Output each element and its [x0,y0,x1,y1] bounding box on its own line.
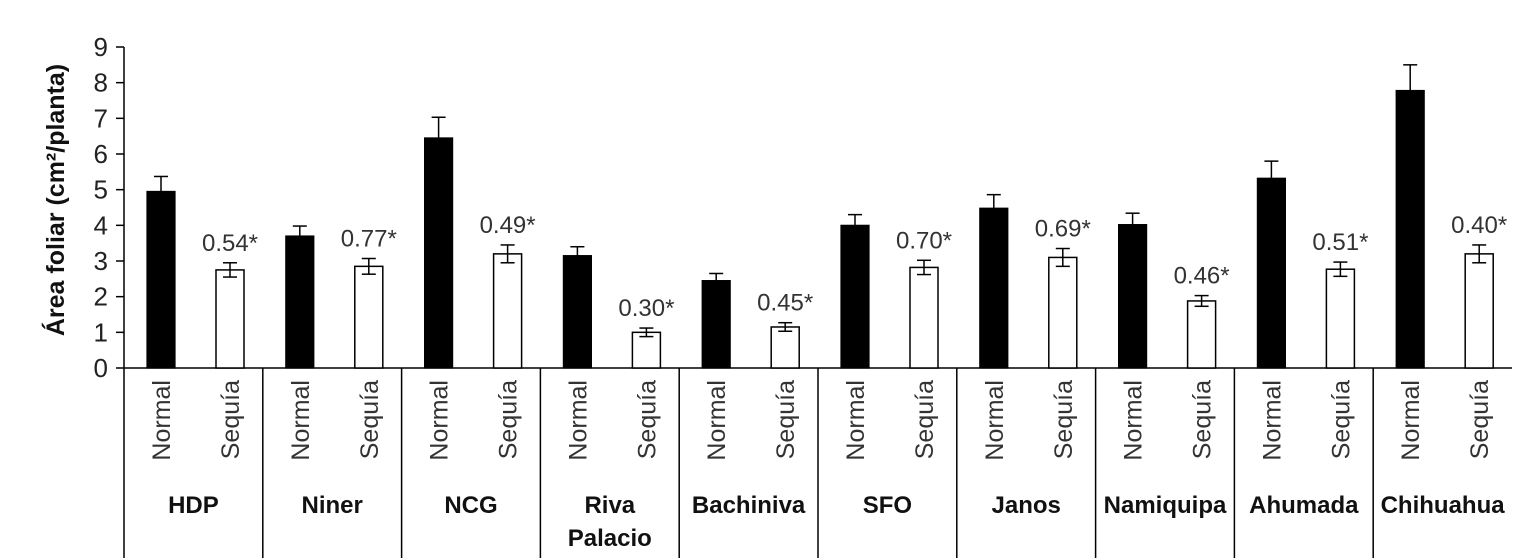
group-label: SFO [863,492,912,519]
y-tick-label: 5 [94,175,108,205]
group-label: Riva [584,492,635,519]
bar-sequia [909,266,939,369]
bar-sequia [492,253,523,369]
condition-label-sequia: Sequía [356,380,384,459]
bar-normal [701,280,731,369]
bar-normal [1395,89,1425,369]
condition-label-normal: Normal [1258,380,1286,461]
condition-label-sequia: Sequía [1050,380,1078,459]
y-tick-label: 9 [94,32,108,62]
bar-normal [979,207,1009,369]
bar-normal [840,224,870,369]
condition-label-sequia: Sequía [1189,380,1217,459]
group-label: Ahumada [1249,492,1359,519]
condition-label-normal: Normal [703,380,731,461]
y-axis-label: Área foliar (cm²/planta) [41,64,70,336]
condition-label-normal: Normal [287,380,315,461]
group-label: Chihuahua [1381,492,1506,519]
condition-label-normal: Normal [426,380,454,461]
data-label: 0.46* [1174,263,1230,290]
bar-sequia [1186,300,1217,369]
condition-label-normal: Normal [1397,380,1425,461]
bar-sequia [770,326,800,369]
group-label: Bachiniva [692,492,806,519]
condition-label-sequia: Sequía [1327,380,1355,459]
condition-label-sequia: Sequía [911,380,939,459]
condition-label-normal: Normal [981,380,1009,461]
data-label: 0.51* [1312,229,1368,256]
y-tick-label: 0 [94,353,108,383]
bar-sequia [215,269,245,369]
condition-label-sequia: Sequía [633,380,661,459]
data-label: 0.77* [341,226,397,253]
y-tick-label: 3 [94,246,108,276]
y-tick-label: 8 [94,68,108,98]
data-label: 0.54* [202,230,258,257]
data-label: 0.45* [757,290,813,317]
group-label: Niner [302,492,363,519]
condition-label-sequia: Sequía [772,380,800,459]
bar-normal [562,255,593,369]
x-axis: Normal Sequía HDP Normal Sequía Niner Normal Se… [148,368,1505,558]
group-label: Palacio [568,525,652,552]
data-label: 0.49* [480,212,536,239]
y-tick-label: 7 [94,103,108,133]
bar-normal [424,137,454,369]
condition-label-normal: Normal [148,380,176,461]
bar-sequia [1325,268,1356,369]
group-label: Namiquipa [1104,492,1227,519]
data-label: 0.69* [1035,216,1091,243]
bar-normal [146,190,176,369]
condition-label-normal: Normal [564,380,592,461]
condition-label-normal: Normal [1120,380,1148,461]
data-label: 0.40* [1451,212,1507,239]
y-tick-label: 6 [94,139,108,169]
condition-label-normal: Normal [842,380,870,461]
bar-sequia [1048,256,1078,369]
group-label: HDP [168,492,219,519]
condition-label-sequia: Sequía [217,380,245,459]
group-label: Janos [992,492,1061,519]
y-tick-label: 1 [94,317,108,347]
bar-normal [1256,177,1287,369]
data-label: 0.30* [618,295,674,322]
y-tick-label: 2 [94,282,108,312]
group-label: NCG [444,492,497,519]
condition-label-sequia: Sequía [1466,380,1494,459]
bar-sequia [1464,253,1494,369]
bar-sequia [631,331,662,369]
condition-label-sequia: Sequía [495,380,523,459]
bars: 0.54* 0.77* 0.49* 0.30* 0.45* 0.70* 0.69* 0.46*… [146,64,1507,369]
y-tick-label: 4 [94,210,108,240]
data-label: 0.70* [896,227,952,254]
bar-normal [1117,224,1148,369]
bar-sequia [354,265,384,369]
bar-normal [285,235,315,369]
